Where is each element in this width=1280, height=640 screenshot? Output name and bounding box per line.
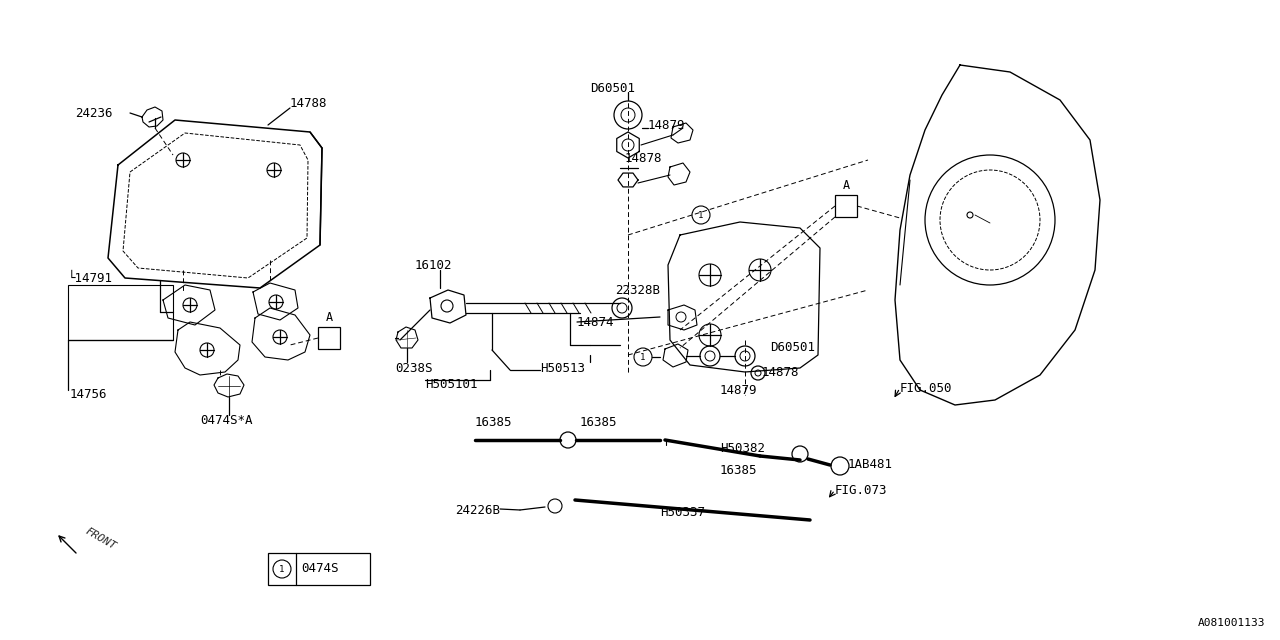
Text: 14874: 14874 (577, 316, 614, 328)
Circle shape (831, 457, 849, 475)
Text: 14756: 14756 (70, 388, 108, 401)
Text: FRONT: FRONT (83, 527, 118, 552)
Text: H50382: H50382 (721, 442, 765, 454)
Text: 24226B: 24226B (454, 504, 500, 516)
Text: 1: 1 (699, 211, 704, 220)
Text: 16385: 16385 (475, 415, 512, 429)
Bar (68, 285, 173, 340)
Text: H505101: H505101 (425, 378, 477, 392)
Text: 22328B: 22328B (614, 284, 660, 296)
Bar (317, 327, 340, 349)
Text: 1AB481: 1AB481 (849, 458, 893, 470)
Text: 0238S: 0238S (396, 362, 433, 374)
Text: H50337: H50337 (660, 506, 705, 518)
Text: H50513: H50513 (540, 362, 585, 374)
Text: 24236: 24236 (76, 106, 113, 120)
Circle shape (792, 446, 808, 462)
Text: 16385: 16385 (580, 415, 617, 429)
Text: 16385: 16385 (721, 463, 758, 477)
Text: 0474S: 0474S (301, 563, 338, 575)
Text: └14791: └14791 (68, 271, 113, 285)
Text: 14879: 14879 (648, 118, 686, 131)
Text: 0474S*A: 0474S*A (200, 413, 252, 426)
Text: D60501: D60501 (590, 81, 635, 95)
Text: A: A (842, 179, 850, 191)
Bar (835, 195, 858, 217)
Bar (268, 553, 370, 585)
Text: A: A (325, 310, 333, 323)
Text: 1: 1 (640, 353, 645, 362)
Text: 14878: 14878 (762, 365, 800, 378)
Text: FIG.073: FIG.073 (835, 483, 887, 497)
Text: 14878: 14878 (625, 152, 663, 164)
Text: 14879: 14879 (721, 383, 758, 397)
Text: 14788: 14788 (291, 97, 328, 109)
Text: 1: 1 (279, 564, 284, 573)
Text: D60501: D60501 (771, 340, 815, 353)
Text: A081001133: A081001133 (1198, 618, 1265, 628)
Circle shape (561, 432, 576, 448)
Text: FIG.050: FIG.050 (900, 381, 952, 394)
Text: 16102: 16102 (415, 259, 453, 271)
